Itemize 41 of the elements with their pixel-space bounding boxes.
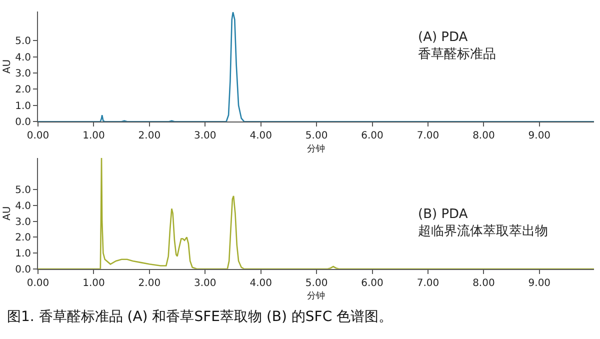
x-axis-title: 分钟 xyxy=(307,290,325,302)
x-tick-label: 5.00 xyxy=(305,278,328,289)
text: 超临界流体萃取萃出物 xyxy=(418,222,548,239)
y-tick-label: 2.0 xyxy=(15,84,31,96)
y-tick-label: 0.0 xyxy=(15,117,31,128)
x-tick-label: 6.00 xyxy=(361,130,384,142)
x-tick-label: 2.00 xyxy=(138,130,161,142)
y-tick-label: 1.0 xyxy=(15,248,31,260)
y-tick-label: 0.0 xyxy=(15,264,31,276)
x-tick-label: 7.00 xyxy=(416,130,440,142)
x-tick-label: 0.00 xyxy=(26,130,50,142)
x-tick-label: 8.00 xyxy=(472,278,495,289)
y-tick-label: 1.0 xyxy=(15,100,31,112)
text: 香草醛标准品 xyxy=(418,46,496,62)
x-tick-label: 3.00 xyxy=(194,130,216,142)
text: (B) PDA xyxy=(418,207,468,222)
text: (A) PDA xyxy=(418,30,468,45)
x-tick-label: 6.00 xyxy=(361,278,384,289)
y-axis-title: AU xyxy=(2,206,14,220)
x-tick-label: 3.00 xyxy=(194,278,216,289)
x-tick-label: 4.00 xyxy=(250,278,272,289)
y-tick-label: 4.0 xyxy=(15,200,31,212)
x-axis-title: 分钟 xyxy=(307,143,325,154)
x-tick-label: 1.00 xyxy=(82,130,105,142)
y-tick-label: 3.0 xyxy=(15,216,31,228)
x-tick-label: 8.00 xyxy=(472,130,495,142)
x-tick-label: 2.00 xyxy=(138,278,161,289)
x-tick-label: 1.00 xyxy=(82,278,105,289)
y-axis-title: AU xyxy=(2,59,14,74)
x-tick-label: 7.00 xyxy=(416,278,440,289)
x-tick-label: 4.00 xyxy=(250,130,272,142)
x-tick-label: 9.00 xyxy=(528,130,551,142)
y-tick-label: 4.0 xyxy=(15,52,31,64)
caption: 图1. 香草醛标准品 (A) 和香草SFE萃取物 (B) 的SFC 色谱图。 xyxy=(7,309,393,325)
y-tick-label: 2.0 xyxy=(15,232,31,244)
y-tick-label: 5.0 xyxy=(15,36,31,48)
x-tick-label: 0.00 xyxy=(26,278,50,289)
y-tick-label: 3.0 xyxy=(15,68,31,80)
x-tick-label: 5.00 xyxy=(305,130,328,142)
y-tick-label: 5.0 xyxy=(15,185,31,196)
x-tick-label: 9.00 xyxy=(528,278,551,289)
